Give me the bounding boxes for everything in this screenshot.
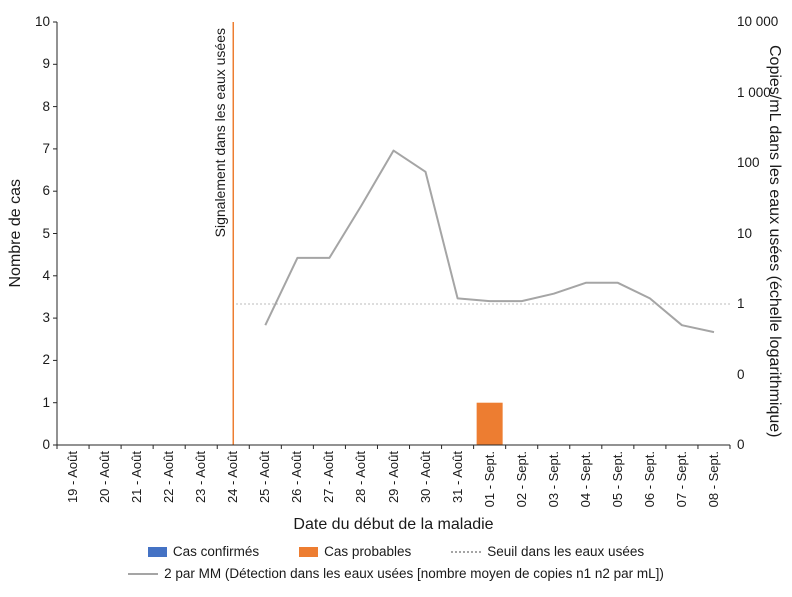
legend-item: Cas probables: [299, 544, 411, 559]
x-tick-label: 03 - Sept.: [545, 451, 561, 508]
legend-item-label: Cas confirmés: [172, 544, 260, 559]
left-axis-tick-label: 1: [42, 394, 50, 410]
x-axis-title: Date du début de la maladie: [293, 516, 494, 533]
left-axis-tick-label: 0: [42, 437, 50, 452]
x-tick-label: 25 - Août: [257, 451, 273, 504]
legend-swatch-bar: [147, 546, 167, 557]
x-tick-label: 07 - Sept.: [673, 451, 689, 508]
legend-swatch-bar: [299, 546, 319, 557]
legend-item-label: Seuil dans les eaux usées: [487, 544, 645, 559]
x-tick-label: 22 - Août: [161, 451, 177, 504]
legend: Cas confirmés Cas probables Seuil dans les…: [0, 544, 792, 581]
x-tick-label: 26 - Août: [289, 451, 305, 504]
left-axis-tick-label: 7: [42, 140, 50, 156]
wastewater-copies-line: [264, 149, 715, 334]
right-axis-tick-label: 1: [737, 296, 745, 311]
right-axis-title: Copies/mL dans les eaux usées (échelle l…: [766, 44, 783, 438]
x-tick-label: 19 - Août: [65, 451, 81, 504]
x-tick-label: 24 - Août: [225, 451, 241, 504]
left-axis-tick-label: 3: [42, 310, 50, 326]
x-tick-label: 08 - Sept.: [705, 451, 721, 508]
right-axis-tick-label: 0: [737, 366, 745, 382]
x-tick-label: 01 - Sept.: [481, 451, 497, 508]
x-tick-label: 04 - Sept.: [577, 451, 593, 508]
right-axis-tick-label: 1 000: [737, 84, 771, 100]
legend-item-label: Cas probables: [324, 544, 412, 559]
x-tick-label: 27 - Août: [321, 451, 337, 504]
x-tick-label: 31 - Août: [449, 451, 465, 504]
x-tick-label: 06 - Sept.: [641, 451, 657, 508]
x-tick-label: 23 - Août: [193, 451, 209, 504]
x-tick-label: 30 - Août: [417, 451, 433, 504]
left-axis-tick-label: 10: [34, 14, 50, 29]
x-tick-label: 29 - Août: [385, 451, 401, 504]
x-tick-label: 20 - Août: [97, 451, 113, 504]
left-axis-tick-label: 9: [42, 56, 50, 72]
legend-item: Seuil dans les eaux usées: [451, 544, 644, 559]
x-tick-label: 28 - Août: [353, 451, 369, 504]
right-axis-tick-label: 0: [737, 437, 745, 452]
x-tick-label: 02 - Sept.: [513, 451, 529, 508]
legend-row-2: 2 par MM (Détection dans les eaux usées …: [128, 566, 664, 581]
right-axis-tick-label: 10 000: [737, 14, 779, 29]
left-axis-tick-label: 8: [42, 98, 50, 114]
left-axis-tick-label: 2: [42, 352, 50, 368]
legend-item-label: 2 par MM (Détection dans les eaux usées …: [164, 566, 664, 581]
left-axis-tick-label: 4: [42, 267, 50, 283]
legend-item: Cas confirmés: [147, 544, 260, 559]
right-axis-tick-label: 10: [737, 225, 753, 241]
left-axis-tick-label: 5: [42, 225, 50, 241]
x-tick-label: 05 - Sept.: [609, 451, 625, 508]
probable-cases-bar: [476, 402, 503, 445]
legend-swatch-dotted-line: [451, 550, 482, 553]
signal-annotation-label: Signalement dans les eaux usées: [212, 28, 229, 238]
right-axis-tick-label: 100: [737, 155, 760, 170]
right-axis-title-container: Copies/mL dans les eaux usées (échelle l…: [760, 12, 788, 470]
legend-row-1: Cas confirmés Cas probables Seuil dans les…: [147, 544, 644, 559]
legend-item: 2 par MM (Détection dans les eaux usées …: [128, 566, 664, 581]
legend-swatch-line: [128, 572, 159, 575]
x-tick-label: 21 - Août: [129, 451, 145, 504]
left-axis-tick-label: 6: [42, 183, 50, 199]
